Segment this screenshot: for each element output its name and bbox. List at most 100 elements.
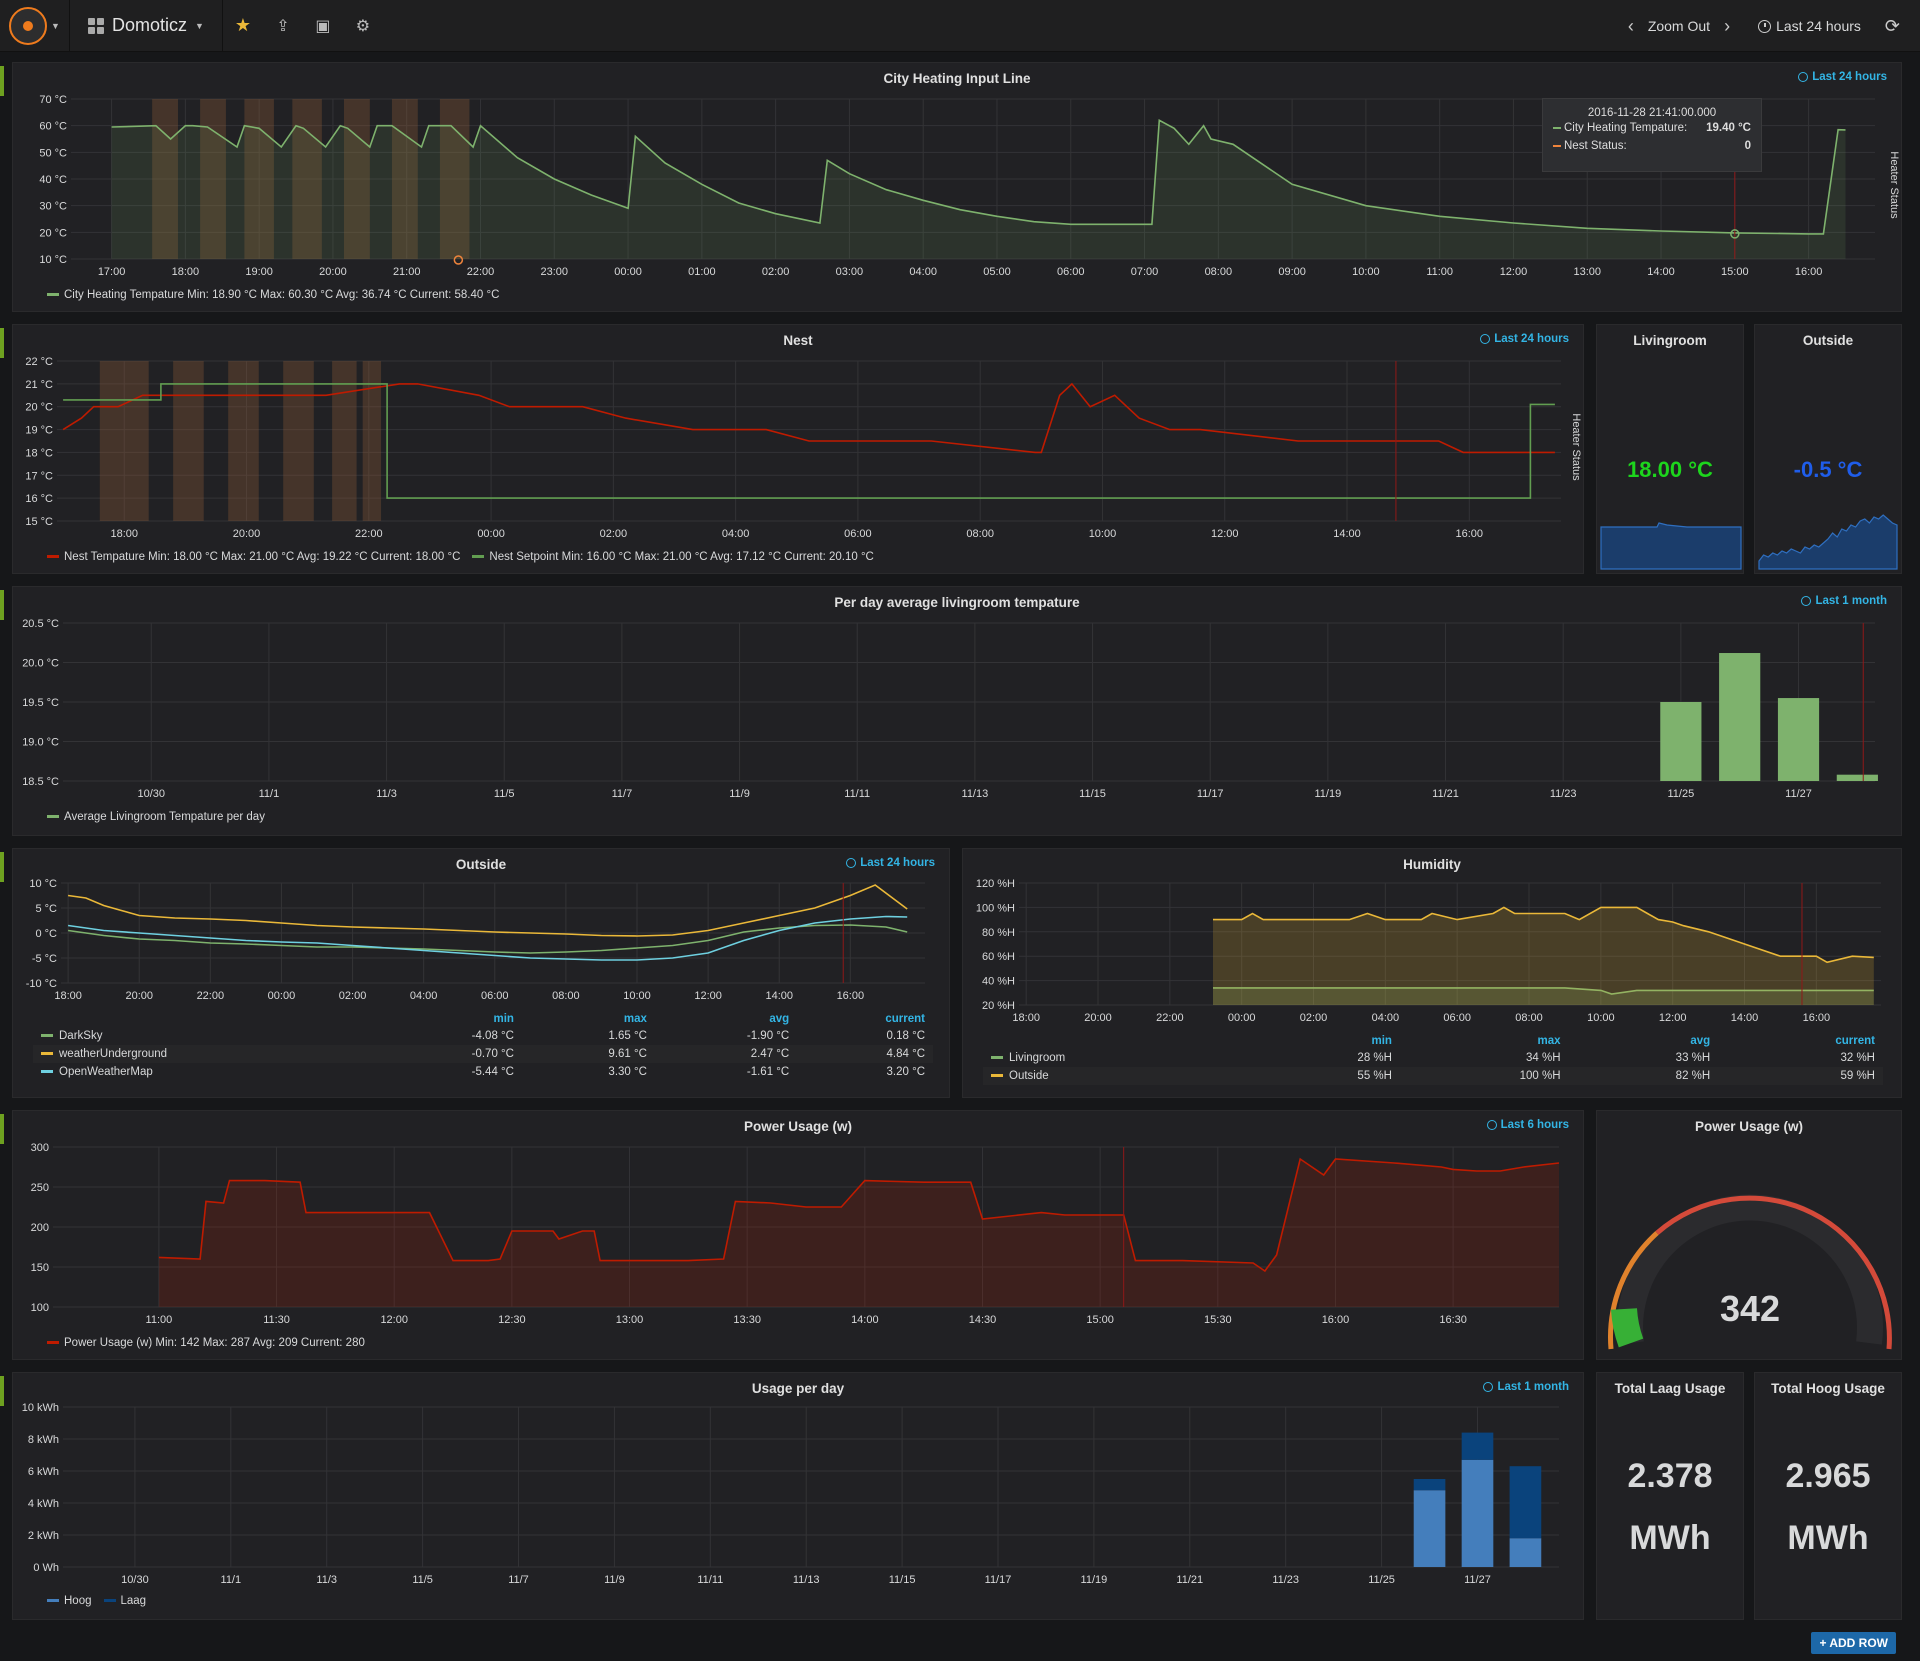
outside-graph[interactable]: -10 °C -5 °C 0 °C 5 °C 10 °C 18:00 20:00 22:00 0…	[13, 849, 950, 1009]
x-tick-label: 13:30	[733, 1314, 761, 1326]
legend-header-name	[33, 1011, 380, 1027]
x-tick-label: 13:00	[616, 1314, 644, 1326]
power-usage-panel[interactable]: Power Usage (w) Last 6 hours 100 150 200 25…	[12, 1110, 1584, 1360]
zoom-out-button[interactable]: Zoom Out	[1647, 18, 1711, 34]
row-marker[interactable]	[0, 328, 4, 358]
livingroom-stat-panel[interactable]: Livingroom 18.00 °C	[1596, 324, 1744, 574]
humidity-graph[interactable]: 20 %H 40 %H 60 %H 80 %H 100 %H 120 %H 18:00 20:…	[963, 849, 1902, 1029]
grafana-logo[interactable]: ▼	[0, 0, 70, 52]
x-tick-label: 11/5	[494, 788, 515, 800]
y-tick-label: 20 °C	[39, 227, 67, 239]
humidity-panel[interactable]: Humidity 20 %H 40 %H 60 %H 80 %H 100 %H 120 %…	[962, 848, 1902, 1098]
series-line	[67, 924, 908, 954]
panel-title[interactable]: Outside	[1802, 333, 1854, 348]
row-marker[interactable]	[0, 852, 4, 882]
save-icon[interactable]: ▣	[315, 17, 331, 35]
legend-series-name[interactable]: DarkSky	[33, 1027, 380, 1045]
y-tick-label: 20.5 °C	[22, 618, 59, 630]
x-tick-label: 08:00	[966, 528, 994, 540]
panel-title[interactable]: Total Hoog Usage	[1771, 1381, 1885, 1396]
outside-graph-panel[interactable]: Outside Last 24 hours -10 °C -5 °C 0 °C 5 °…	[12, 848, 950, 1098]
legend-header-max[interactable]: max	[1537, 1035, 1561, 1047]
row-marker[interactable]	[0, 1376, 4, 1406]
legend-series-name[interactable]: Outside	[983, 1067, 1251, 1085]
x-tick-label: 11:00	[146, 1314, 173, 1326]
legend-item[interactable]: Nest Setpoint Min: 16.00 °C Max: 21.00 °…	[472, 551, 874, 563]
star-icon[interactable]: ★	[234, 15, 251, 35]
per-day-average-graph[interactable]: 18.5 °C 19.0 °C 19.5 °C 20.0 °C 20.5 °C 10/30…	[13, 587, 1902, 836]
panel-title[interactable]: Outside	[455, 857, 507, 872]
legend-item[interactable]: Average Livingroom Tempature per day	[47, 811, 265, 823]
y-tick-label: 100 %H	[976, 902, 1015, 914]
nest-graph[interactable]: 15 °C 16 °C 17 °C 18 °C 19 °C 20 °C 21 °C 22 °C…	[13, 325, 1584, 574]
legend-series-name[interactable]: Livingroom	[983, 1049, 1250, 1067]
heater-status-band	[391, 99, 418, 259]
per-day-average-panel[interactable]: Per day average livingroom tempature Las…	[12, 586, 1902, 836]
legend-header-avg[interactable]: avg	[769, 1013, 790, 1025]
y-tick-label: 20 %H	[982, 1000, 1015, 1012]
legend-row[interactable]: Outside 55 %H 100 %H 82 %H 59 %H	[983, 1067, 1883, 1085]
y-tick-label: 60 °C	[39, 121, 67, 133]
legend-row[interactable]: Livingroom 28 %H 34 %H 33 %H 32 %H	[983, 1049, 1883, 1067]
legend-item[interactable]: Laag	[103, 1595, 146, 1607]
legend-header-min[interactable]: min	[1371, 1035, 1392, 1047]
gear-icon[interactable]: ⚙	[355, 17, 371, 35]
grafana-logo-icon	[9, 6, 48, 45]
x-tick-label: 00:00	[477, 528, 505, 540]
add-row-button[interactable]: + ADD ROW	[1811, 1632, 1896, 1654]
panel-title[interactable]: City Heating Input Line	[883, 71, 1031, 86]
y-tick-label: 5 °C	[35, 903, 57, 915]
panel-title[interactable]: Per day average livingroom tempature	[834, 595, 1080, 610]
share-icon[interactable]: ⇪	[276, 17, 290, 35]
y-tick-label: 40 °C	[39, 174, 67, 186]
outside-stat-panel[interactable]: Outside -0.5 °C	[1754, 324, 1902, 574]
x-tick-label: 04:00	[410, 990, 438, 1002]
legend-header-current[interactable]: current	[1835, 1035, 1875, 1047]
y-tick-label: 80 %H	[982, 927, 1015, 939]
gauge-track	[1617, 1194, 1883, 1345]
legend-header-avg[interactable]: avg	[1690, 1035, 1711, 1047]
legend-series-name[interactable]: weatherUnderground	[33, 1045, 380, 1063]
time-forward-icon[interactable]: ›	[1724, 15, 1731, 36]
x-tick-label: 15:30	[1204, 1314, 1232, 1326]
legend-item[interactable]: Hoog	[47, 1595, 92, 1607]
row-marker[interactable]	[0, 590, 4, 620]
nest-panel[interactable]: Nest Last 24 hours 15 °C 16 °C 17 °C 18 °C 1…	[12, 324, 1584, 574]
legend-row[interactable]: weatherUnderground -0.70 °C 9.61 °C 2.47…	[33, 1045, 933, 1063]
x-tick-label: 22:00	[1156, 1012, 1184, 1024]
usage-per-day-panel[interactable]: Usage per day Last 1 month 0 Wh 2 kWh 4 kW…	[12, 1372, 1584, 1620]
legend-item[interactable]: Nest Tempature Min: 18.00 °C Max: 21.00 …	[47, 551, 460, 563]
panel-title[interactable]: Power Usage (w)	[743, 1119, 853, 1134]
legend-series-name[interactable]: OpenWeatherMap	[33, 1063, 380, 1081]
row-marker[interactable]	[0, 66, 4, 96]
legend-header-current[interactable]: current	[885, 1013, 925, 1025]
panel-title[interactable]: Power Usage (w)	[1694, 1119, 1804, 1134]
legend-header-min[interactable]: min	[493, 1013, 514, 1025]
panel-title[interactable]: Nest	[783, 333, 813, 348]
y-tick-label: 30 °C	[39, 201, 67, 213]
panel-title[interactable]: Usage per day	[751, 1381, 845, 1396]
panel-title[interactable]: Humidity	[1403, 857, 1461, 872]
time-back-icon[interactable]: ‹	[1627, 15, 1634, 36]
total-hoog-panel[interactable]: Total Hoog Usage 2.965 MWh	[1754, 1372, 1902, 1620]
row-marker[interactable]	[0, 1114, 4, 1144]
power-gauge-panel[interactable]: Power Usage (w) 342	[1596, 1110, 1902, 1360]
panel-title[interactable]: Total Laag Usage	[1614, 1381, 1726, 1396]
refresh-icon[interactable]: ⟳	[1884, 15, 1900, 36]
legend-row[interactable]: DarkSky -4.08 °C 1.65 °C -1.90 °C 0.18 °…	[33, 1027, 933, 1045]
dashboard-picker[interactable]: Domoticz ▼	[70, 0, 223, 52]
legend-item[interactable]: Power Usage (w) Min: 142 Max: 287 Avg: 2…	[47, 1337, 365, 1349]
power-usage-graph[interactable]: 100 150 200 250 300 11:00 11:30 12:00 12:30 13:00…	[13, 1111, 1584, 1360]
legend-item[interactable]: City Heating Tempature Min: 18.90 °C Max…	[47, 289, 499, 301]
legend-header-max[interactable]: max	[623, 1013, 647, 1025]
total-laag-panel[interactable]: Total Laag Usage 2.378 MWh	[1596, 1372, 1744, 1620]
y-tick-label: 19.0 °C	[22, 737, 59, 749]
stat-unit: MWh	[1787, 1519, 1869, 1557]
tooltip-series1-name: City Heating Tempature:	[1553, 122, 1687, 134]
time-range-picker[interactable]: Last 24 hours	[1744, 18, 1875, 34]
tooltip-series1-value: 19.40 °C	[1706, 122, 1751, 134]
legend-label: Outside	[1009, 1070, 1049, 1082]
panel-title[interactable]: Livingroom	[1633, 333, 1707, 348]
legend-row[interactable]: OpenWeatherMap -5.44 °C 3.30 °C -1.61 °C…	[33, 1063, 933, 1081]
